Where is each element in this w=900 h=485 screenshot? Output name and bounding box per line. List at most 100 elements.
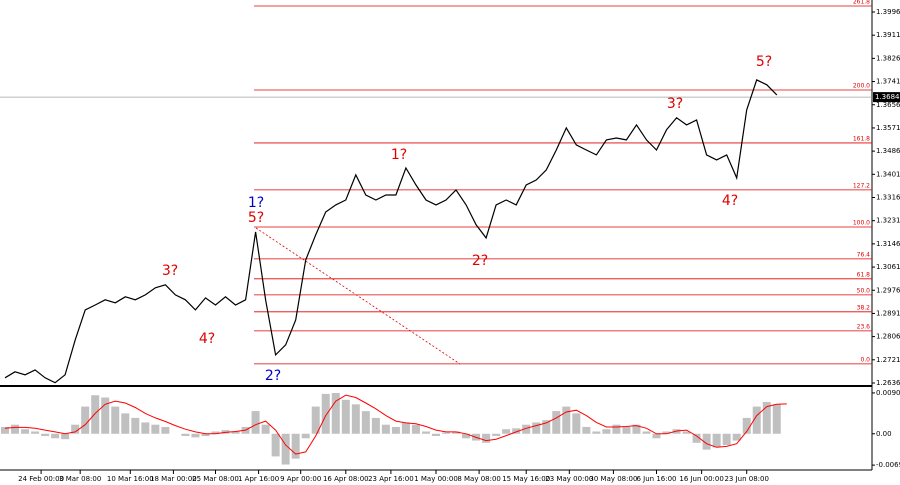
histogram-bar [261,424,270,434]
histogram-bar [341,399,350,434]
fib-label: 38.2 [857,304,871,311]
histogram-bar [331,392,340,434]
histogram-bar [311,406,320,434]
histogram-bar [622,426,631,434]
x-tick-label: 23 May 00:00 [545,475,593,483]
histogram-bar [562,406,571,434]
y-tick-label: 1.3911 [876,31,900,39]
fib-label: 100.0 [853,219,870,226]
histogram-bar [141,422,150,434]
histogram-bar [11,424,20,434]
histogram-bar [572,413,581,434]
histogram-bar [682,431,691,434]
histogram-bar [722,433,731,446]
histogram-bar [121,413,130,434]
histogram-bar [582,426,591,434]
fib-label: 0.0 [860,356,870,363]
last-price-box [873,92,900,103]
histogram-bar [662,431,671,434]
histogram-bar [742,417,751,434]
histogram-bar [432,433,440,437]
histogram-bar [181,433,190,437]
y-tick-label: 1.2806 [876,333,900,341]
histogram-bar [361,411,370,434]
y-tick-label: 1.3231 [876,217,900,225]
histogram-bar [442,432,451,434]
y-tick-label: 0.00901 [876,389,900,397]
histogram-bar [512,428,521,434]
histogram-bar [1,426,10,434]
price-line [4,79,778,384]
histogram-bar [41,433,50,437]
histogram-bar [111,406,120,434]
wave-label: 5? [248,210,264,226]
fib-label: 127.2 [853,182,870,189]
histogram-bar [371,417,380,434]
histogram-bar [632,424,641,434]
histogram-bar [231,431,240,434]
histogram-bar [391,426,400,434]
histogram-bar [692,433,701,443]
x-tick-label: 1 Apr 16:00 [238,475,279,483]
y-tick-label: 1.2976 [876,286,900,294]
y-tick-label: 1.2721 [876,356,900,364]
wave-label: 1? [248,195,264,211]
histogram-bar [642,431,651,434]
fib-label: 50.0 [857,287,871,294]
histogram-bar [592,431,601,434]
x-tick-label: 3 Mar 08:00 [59,475,101,483]
histogram-bar [421,431,430,434]
fib-label: 76.4 [857,251,871,258]
histogram-bar [291,433,300,459]
histogram-bar [482,433,491,443]
histogram-bar [201,433,210,437]
y-tick-label: 0.00 [876,430,892,438]
x-tick-label: 25 Mar 08:00 [192,475,239,483]
y-tick-label: -0.00692 [876,461,900,469]
y-tick-label: 1.3741 [876,78,900,86]
histogram-bar [21,429,30,434]
last-price-label: 1.3684 [875,93,900,101]
histogram-bar [762,402,771,434]
histogram-bar [151,424,160,434]
y-tick-label: 1.2636 [876,379,900,387]
histogram-bar [321,393,330,434]
histogram-bar [552,411,561,434]
histogram-bar [191,433,200,438]
y-tick-label: 1.3316 [876,194,900,202]
histogram-bar [542,420,551,434]
wave-label: 3? [162,263,178,279]
histogram-bar [452,431,461,434]
histogram-bar [702,433,711,450]
y-tick-label: 1.3996 [876,8,900,16]
fib-label: 161.8 [853,135,870,142]
histogram-bar [61,433,70,440]
histogram-bar [411,424,420,434]
wave-label: 4? [199,331,215,347]
histogram-bar [351,404,360,434]
histogram-bar [281,433,290,465]
histogram-bar [31,431,40,434]
signal-line [4,394,787,455]
x-tick-label: 30 May 08:00 [589,475,637,483]
histogram-bar [492,433,501,437]
fib-label: 61.8 [857,271,871,278]
histogram-bar [251,411,260,434]
x-tick-label: 6 Jun 16:00 [636,475,676,483]
x-tick-label: 18 Mar 00:00 [150,475,197,483]
wave-label: 5? [756,54,772,70]
histogram-bar [81,406,90,434]
trend-line [255,227,461,365]
wave-label: 4? [722,193,738,209]
histogram-bar [522,424,531,434]
x-tick-label: 16 Apr 08:00 [323,475,369,483]
histogram-bar [301,433,310,439]
histogram-bar [71,424,80,434]
y-tick-label: 1.3146 [876,240,900,248]
x-tick-label: 23 Jun 08:00 [724,475,768,483]
histogram-bar [51,433,60,439]
x-tick-label: 23 Apr 16:00 [368,475,414,483]
wave-label: 2? [265,368,281,384]
